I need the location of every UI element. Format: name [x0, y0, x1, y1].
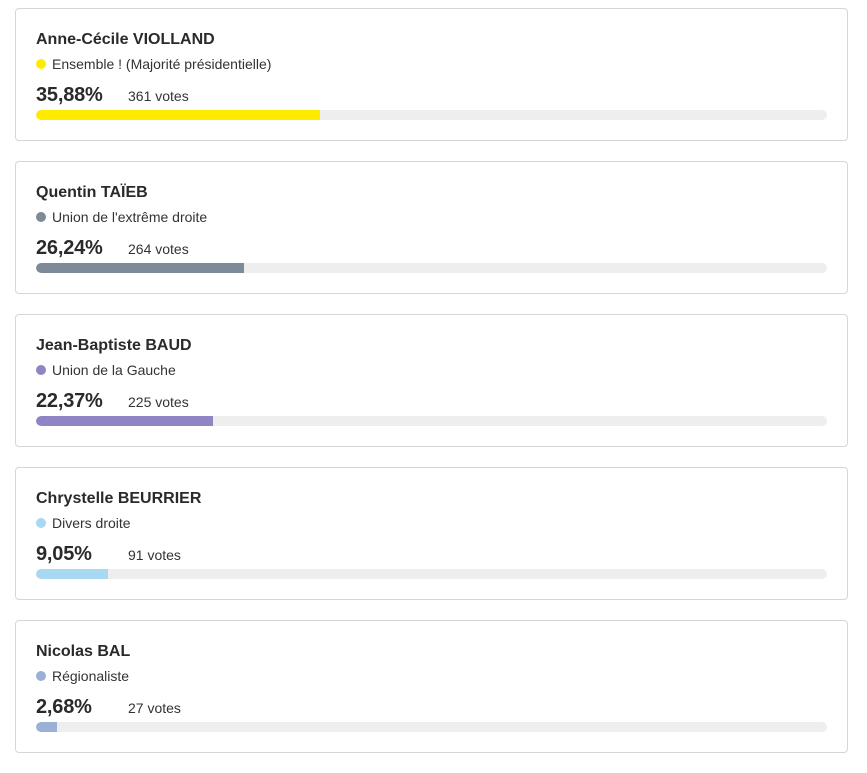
votes-label: 361 votes	[128, 88, 189, 104]
stats-row: 22,37% 225 votes	[36, 390, 827, 416]
votes-label: 264 votes	[128, 241, 189, 257]
progress-fill	[36, 722, 58, 732]
results-list: Anne-Cécile VIOLLAND Ensemble ! (Majorit…	[15, 8, 848, 773]
progress-track	[36, 569, 827, 579]
party-row: Ensemble ! (Majorité présidentielle)	[36, 55, 827, 73]
stats-row: 26,24% 264 votes	[36, 237, 827, 263]
votes-label: 91 votes	[128, 547, 181, 563]
party-label: Union de la Gauche	[52, 362, 176, 378]
candidate-card: Anne-Cécile VIOLLAND Ensemble ! (Majorit…	[15, 8, 848, 141]
progress-fill	[36, 416, 213, 426]
progress-fill	[36, 110, 320, 120]
party-label: Divers droite	[52, 515, 131, 531]
party-color-dot-icon	[36, 671, 46, 681]
progress-track	[36, 416, 827, 426]
votes-label: 225 votes	[128, 394, 189, 410]
party-color-dot-icon	[36, 518, 46, 528]
progress-track	[36, 110, 827, 120]
progress-track	[36, 722, 827, 732]
progress-fill	[36, 263, 244, 273]
candidate-name: Quentin TAÏEB	[36, 184, 148, 201]
stats-row: 2,68% 27 votes	[36, 696, 827, 722]
party-row: Divers droite	[36, 514, 827, 532]
party-label: Ensemble ! (Majorité présidentielle)	[52, 56, 272, 72]
candidate-card: Jean-Baptiste BAUD Union de la Gauche 22…	[15, 314, 848, 447]
stats-row: 35,88% 361 votes	[36, 84, 827, 110]
candidate-card: Nicolas BAL Régionaliste 2,68% 27 votes	[15, 620, 848, 753]
votes-label: 27 votes	[128, 700, 181, 716]
party-row: Union de l'extrême droite	[36, 208, 827, 226]
candidate-name: Chrystelle BEURRIER	[36, 490, 202, 507]
stats-row: 9,05% 91 votes	[36, 543, 827, 569]
candidate-name: Nicolas BAL	[36, 643, 131, 660]
progress-fill	[36, 569, 108, 579]
percent-label: 26,24%	[36, 237, 103, 259]
candidate-name: Jean-Baptiste BAUD	[36, 337, 192, 354]
percent-label: 22,37%	[36, 390, 103, 412]
party-color-dot-icon	[36, 59, 46, 69]
party-label: Union de l'extrême droite	[52, 209, 208, 225]
percent-label: 2,68%	[36, 696, 92, 718]
party-row: Union de la Gauche	[36, 361, 827, 379]
party-color-dot-icon	[36, 212, 46, 222]
party-label: Régionaliste	[52, 668, 130, 684]
party-color-dot-icon	[36, 365, 46, 375]
candidate-card: Quentin TAÏEB Union de l'extrême droite …	[15, 161, 848, 294]
percent-label: 9,05%	[36, 543, 92, 565]
candidate-name: Anne-Cécile VIOLLAND	[36, 31, 215, 48]
party-row: Régionaliste	[36, 667, 827, 685]
percent-label: 35,88%	[36, 84, 103, 106]
candidate-card: Chrystelle BEURRIER Divers droite 9,05% …	[15, 467, 848, 600]
progress-track	[36, 263, 827, 273]
